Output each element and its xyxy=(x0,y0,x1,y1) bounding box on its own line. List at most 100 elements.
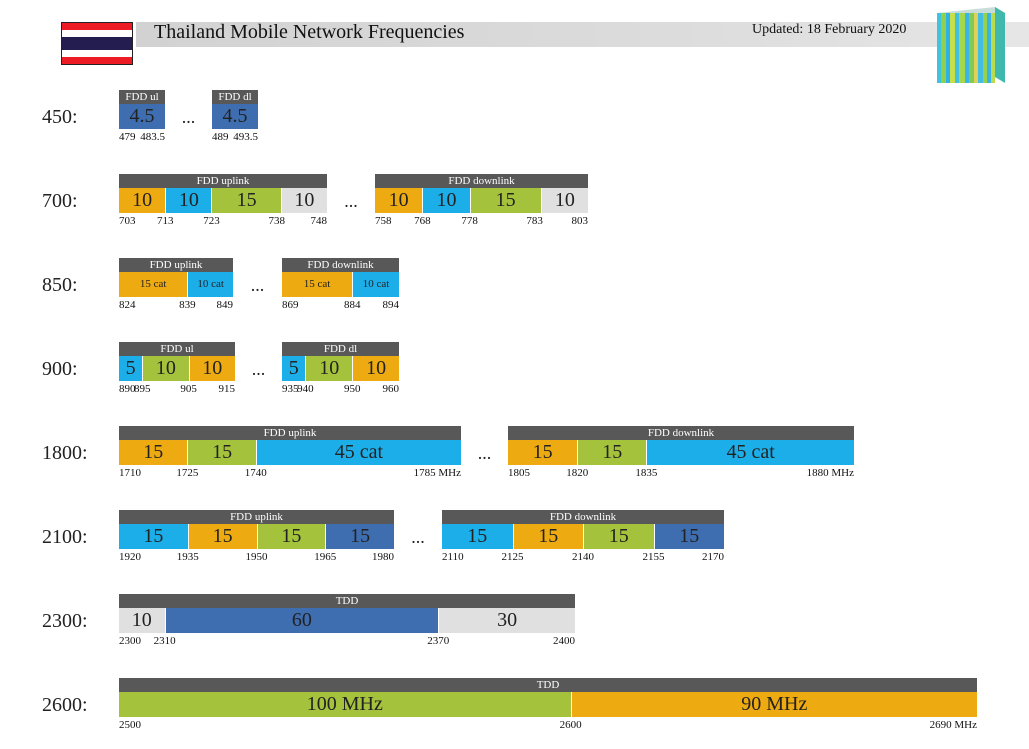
spectrum-block: 15 xyxy=(187,440,256,465)
spectrum-block: 15 xyxy=(508,440,578,465)
frequency-tick: 935 xyxy=(282,383,299,395)
spectrum-block: 100 MHz xyxy=(119,692,571,717)
spectrum-block: 15 xyxy=(256,524,326,549)
spectrum-block: 45 cat xyxy=(255,440,461,465)
ellipsis-gap: ... xyxy=(344,191,358,211)
group-header: FDD uplink xyxy=(119,426,461,440)
frequency-tick: 824 xyxy=(119,299,136,311)
frequency-tick: 905 xyxy=(180,383,197,395)
frequency-tick: 748 xyxy=(310,215,328,227)
spectrum-block: 4.5 xyxy=(119,104,165,129)
frequency-tick: 940 xyxy=(297,383,314,395)
group-header: FDD downlink xyxy=(375,174,588,188)
spectrum-block: 15 xyxy=(577,440,647,465)
spectrum-block: 10 cat xyxy=(187,272,233,297)
spectrum-block: 10 xyxy=(142,356,189,381)
spectrum-block: 60 xyxy=(164,608,439,633)
spectrum-block: 15 xyxy=(653,524,724,549)
group-header: TDD xyxy=(119,678,977,692)
frequency-tick: 2600 xyxy=(559,719,582,731)
frequency-tick: 703 xyxy=(119,215,136,227)
group-header: FDD downlink xyxy=(442,510,724,524)
frequency-tick: 479 xyxy=(119,131,136,143)
spectrum-block: 10 xyxy=(375,188,423,213)
page-title: Thailand Mobile Network Frequencies xyxy=(154,21,465,43)
ellipsis-gap: ... xyxy=(411,527,425,547)
frequency-tick: 1725 xyxy=(176,467,199,479)
frequency-tick: 1965 xyxy=(314,551,337,563)
band-label: 1800: xyxy=(42,442,88,464)
spectrum-block: 30 xyxy=(438,608,575,633)
spectrum-cube-logo xyxy=(937,7,1005,83)
spectrum-block: 15 xyxy=(469,188,541,213)
spectrum-block: 4.5 xyxy=(212,104,258,129)
ellipsis-gap: ... xyxy=(181,107,196,127)
updated-date: Updated: 18 February 2020 xyxy=(752,22,907,37)
frequency-tick: 483.5 xyxy=(140,131,165,143)
spectrum-block: 15 xyxy=(442,524,513,549)
frequency-tick: 884 xyxy=(343,299,361,311)
page-header: Thailand Mobile Network Frequencies Upda… xyxy=(0,0,1029,83)
group-header: FDD uplink xyxy=(119,174,327,188)
frequency-tick: 2125 xyxy=(501,551,524,563)
frequency-tick: 738 xyxy=(268,215,286,227)
frequency-tick: 1880 MHz xyxy=(806,467,854,479)
spectrum-block: 15 xyxy=(119,524,188,549)
spectrum-block: 10 xyxy=(280,188,327,213)
thailand-flag-icon xyxy=(61,22,133,65)
group-header: FDD dl xyxy=(212,90,258,104)
spectrum-block: 45 cat xyxy=(646,440,854,465)
frequency-tick: 1805 xyxy=(508,467,530,479)
group-header: FDD ul xyxy=(119,90,165,104)
frequency-tick: 803 xyxy=(571,215,589,227)
frequency-tick: 894 xyxy=(382,299,400,311)
spectrum-block: 10 xyxy=(119,608,165,633)
frequency-tick: 915 xyxy=(218,383,236,395)
ellipsis-gap: ... xyxy=(250,275,265,295)
title-bar xyxy=(136,22,1029,47)
spectrum-block: 15 cat xyxy=(282,272,353,297)
band-label: 2600: xyxy=(42,694,88,716)
spectrum-block: 10 xyxy=(422,188,470,213)
frequency-tick: 1740 xyxy=(244,467,267,479)
spectrum-block: 10 xyxy=(305,356,353,381)
frequency-tick: 778 xyxy=(461,215,478,227)
frequency-tick: 1980 xyxy=(372,551,394,563)
group-header: FDD dl xyxy=(282,342,399,356)
frequency-tick: 1935 xyxy=(176,551,199,563)
frequency-tick: 1785 MHz xyxy=(413,467,461,479)
frequency-tick: 493.5 xyxy=(233,131,258,143)
group-header: TDD xyxy=(119,594,575,608)
spectrum-block: 15 xyxy=(187,524,257,549)
spectrum-block: 10 xyxy=(352,356,399,381)
frequency-tick: 839 xyxy=(179,299,196,311)
frequency-tick: 2110 xyxy=(442,551,464,563)
frequency-tick: 869 xyxy=(282,299,299,311)
band-label: 2300: xyxy=(42,610,88,632)
spectrum-block: 10 cat xyxy=(352,272,399,297)
frequency-tick: 2155 xyxy=(642,551,665,563)
band-label: 2100: xyxy=(42,526,88,548)
frequency-tick: 1820 xyxy=(566,467,589,479)
spectrum-block: 15 xyxy=(583,524,654,549)
ellipsis-gap: ... xyxy=(251,359,266,379)
group-header: FDD uplink xyxy=(119,510,394,524)
spectrum-block: 10 xyxy=(165,188,212,213)
band-label: 900: xyxy=(42,358,78,380)
spectrum-block: 5 xyxy=(119,356,143,381)
frequency-tick: 2140 xyxy=(572,551,594,563)
group-header: FDD downlink xyxy=(282,258,399,272)
frequency-tick: 2170 xyxy=(702,551,724,563)
frequency-tick: 768 xyxy=(414,215,431,227)
frequency-tick: 713 xyxy=(156,215,174,227)
frequency-tick: 2300 xyxy=(119,635,141,647)
spectrum-block: 15 xyxy=(325,524,394,549)
band-label: 700: xyxy=(42,190,78,212)
frequency-tick: 950 xyxy=(343,383,361,395)
frequency-tick: 2500 xyxy=(119,719,141,731)
frequency-tick: 1710 xyxy=(119,467,141,479)
spectrum-block: 10 xyxy=(119,188,166,213)
spectrum-block: 15 cat xyxy=(119,272,188,297)
ellipsis-gap: ... xyxy=(477,443,492,463)
